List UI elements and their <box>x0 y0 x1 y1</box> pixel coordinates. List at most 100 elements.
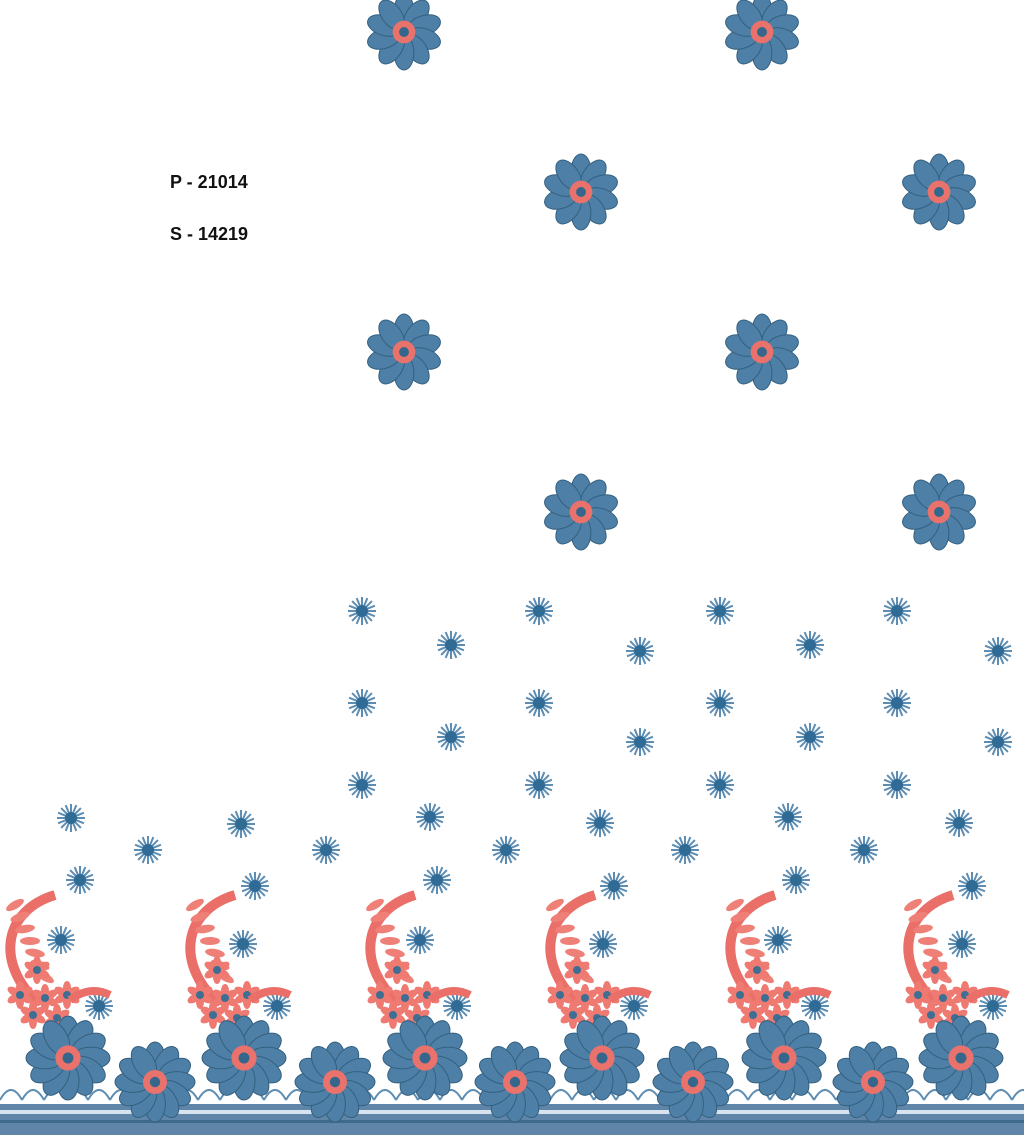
pink-center <box>221 994 229 1002</box>
small-flower <box>764 926 792 954</box>
small-flower <box>626 728 654 756</box>
leaf <box>10 911 30 923</box>
small-flower <box>416 803 444 831</box>
small-center <box>237 938 249 950</box>
small-center <box>533 779 545 791</box>
small-flower <box>589 930 617 958</box>
pink-center <box>927 1011 935 1019</box>
pink-center <box>213 966 221 974</box>
small-center <box>249 880 261 892</box>
small-center <box>451 1000 463 1012</box>
small-flower <box>796 723 824 751</box>
small-center <box>93 1000 105 1012</box>
pink-center <box>29 1011 37 1019</box>
leaf <box>370 911 390 923</box>
scroll <box>923 1089 947 1101</box>
pink-center <box>393 966 401 974</box>
small-center <box>628 1000 640 1012</box>
pink-center <box>569 1011 577 1019</box>
small-center <box>356 779 368 791</box>
flower <box>544 473 618 551</box>
leaf <box>380 937 400 945</box>
flower <box>474 1041 556 1123</box>
pink-center <box>556 991 564 999</box>
small-center <box>445 639 457 651</box>
flower-center <box>149 1076 161 1088</box>
flower <box>382 1015 468 1101</box>
leaf <box>740 937 760 945</box>
flower <box>25 1015 111 1101</box>
leaf <box>908 911 928 923</box>
small-flower <box>134 836 162 864</box>
small-flower <box>706 689 734 717</box>
small-flower <box>57 804 85 832</box>
pink-center <box>376 991 384 999</box>
leaf <box>565 948 585 958</box>
flower-center <box>934 507 944 517</box>
small-center <box>772 934 784 946</box>
pink-center <box>53 1014 61 1022</box>
leaf <box>745 948 765 958</box>
scroll <box>373 1089 397 1101</box>
small-center <box>608 880 620 892</box>
pink-center <box>389 1011 397 1019</box>
scroll <box>747 1089 771 1101</box>
pink-spray <box>903 890 1010 1032</box>
small-center <box>356 605 368 617</box>
leaf <box>205 948 225 958</box>
flower <box>367 313 441 391</box>
pink-center <box>573 966 581 974</box>
flower-center <box>62 1052 74 1064</box>
small-flower <box>948 930 976 958</box>
small-center <box>142 844 154 856</box>
small-flower <box>423 866 451 894</box>
leaf-tail <box>607 987 652 1004</box>
scroll <box>637 1089 661 1101</box>
small-center <box>714 697 726 709</box>
small-center <box>414 934 426 946</box>
leaf <box>555 924 575 934</box>
flower-center <box>399 27 409 37</box>
leaf <box>25 948 45 958</box>
flower <box>725 0 799 71</box>
small-flower <box>850 836 878 864</box>
leaf-tail <box>965 987 1010 1004</box>
flower-center <box>757 27 767 37</box>
small-flower <box>348 689 376 717</box>
flower <box>741 1015 827 1101</box>
pink-center <box>736 991 744 999</box>
flower-center <box>509 1076 521 1088</box>
small-center <box>804 731 816 743</box>
small-flower <box>492 836 520 864</box>
small-flower <box>241 872 269 900</box>
small-center <box>992 645 1004 657</box>
small-flower <box>706 771 734 799</box>
leaf <box>190 911 210 923</box>
leaf <box>375 924 395 934</box>
flower-center <box>687 1076 699 1088</box>
small-flower <box>227 810 255 838</box>
small-flower <box>525 689 553 717</box>
small-center <box>891 697 903 709</box>
leaf <box>366 898 384 912</box>
scroll <box>813 1089 837 1101</box>
flower <box>902 153 976 231</box>
small-center <box>790 874 802 886</box>
flower <box>725 313 799 391</box>
leaf-tail <box>67 987 112 1004</box>
small-flower <box>47 926 75 954</box>
pink-center <box>753 966 761 974</box>
leaf <box>904 898 922 912</box>
small-center <box>533 697 545 709</box>
flower <box>367 0 441 71</box>
small-center <box>956 938 968 950</box>
flower <box>114 1041 196 1123</box>
scroll <box>549 1089 573 1101</box>
scroll <box>0 1089 23 1101</box>
flower-center <box>329 1076 341 1088</box>
leaf <box>913 924 933 934</box>
small-flower <box>626 637 654 665</box>
small-flower <box>782 866 810 894</box>
flower <box>294 1041 376 1123</box>
pink-center <box>581 994 589 1002</box>
